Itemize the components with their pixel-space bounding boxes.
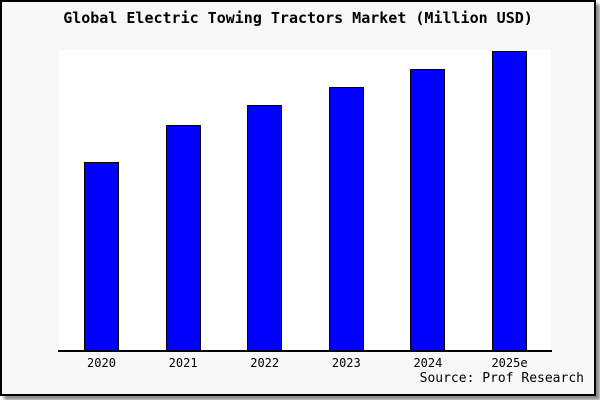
- x-tick-label-2024: 2024: [413, 356, 443, 370]
- bar-2022: [247, 105, 283, 351]
- x-tick-label-2022: 2022: [250, 356, 280, 370]
- x-axis-labels: 2020 2021 2022 2023 2024 2025e: [59, 356, 551, 374]
- bar-2023: [328, 87, 364, 351]
- bar-2025e: [492, 51, 527, 351]
- x-tick-label-2025e: 2025e: [491, 356, 528, 370]
- x-tick-label-2020: 2020: [87, 356, 116, 370]
- bar-2024: [410, 69, 446, 351]
- source-note: Source: Prof Research: [419, 371, 584, 386]
- bar-2021: [165, 125, 201, 351]
- x-tick-label-2023: 2023: [331, 356, 361, 370]
- x-axis-line: [58, 350, 552, 352]
- plot-area: [59, 50, 551, 351]
- x-tick-label-2021: 2021: [168, 356, 198, 370]
- chart-title: Global Electric Towing Tractors Market (…: [63, 9, 533, 27]
- bar-2020: [84, 162, 119, 351]
